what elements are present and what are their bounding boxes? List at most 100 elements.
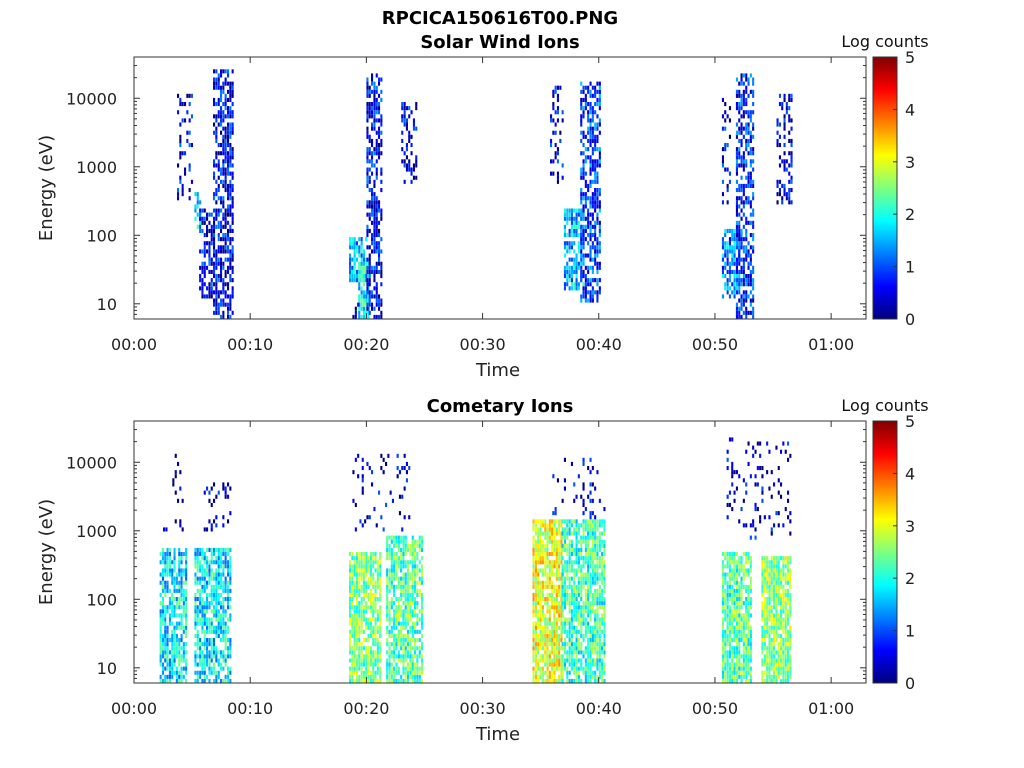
heatmap-cell: [229, 114, 232, 119]
heatmap-cell: [175, 638, 178, 643]
heatmap-cell: [421, 556, 424, 561]
heatmap-cell: [582, 564, 585, 569]
heatmap-cell: [378, 110, 381, 115]
heatmap-cell: [194, 650, 197, 655]
heatmap-cell: [410, 110, 413, 115]
heatmap-cell: [594, 597, 597, 602]
heatmap-cell: [541, 617, 544, 622]
heatmap-cell: [580, 592, 583, 597]
heatmap-cell: [726, 114, 729, 119]
heatmap-cell: [372, 580, 375, 585]
heatmap-cell: [378, 257, 381, 262]
heatmap-cell: [721, 605, 724, 610]
heatmap-cell: [386, 617, 389, 622]
heatmap-cell: [742, 278, 745, 283]
colorbar-tick-label: 4: [905, 100, 915, 119]
heatmap-cell: [726, 629, 729, 634]
heatmap-cell: [378, 253, 381, 258]
heatmap-cell: [231, 102, 234, 107]
heatmap-cell: [575, 228, 578, 233]
heatmap-cell: [747, 282, 750, 287]
heatmap-cell: [414, 552, 417, 557]
heatmap-cell: [222, 580, 225, 585]
heatmap-cell: [740, 73, 743, 78]
heatmap-cell: [220, 89, 223, 94]
heatmap-cell: [541, 666, 544, 671]
heatmap-cell: [229, 192, 232, 197]
heatmap-cell: [594, 625, 597, 630]
heatmap-cell: [559, 130, 562, 135]
heatmap-cell: [352, 470, 355, 475]
heatmap-cell: [532, 592, 535, 597]
heatmap-cell: [584, 650, 587, 655]
heatmap-cell: [580, 175, 583, 180]
heatmap-cell: [220, 220, 223, 225]
heatmap-cell: [568, 552, 571, 557]
heatmap-cell: [598, 159, 601, 164]
x-tick-label: 00:10: [227, 335, 273, 354]
heatmap-cell: [591, 601, 594, 606]
heatmap-cell: [402, 560, 405, 565]
heatmap-cell: [589, 220, 592, 225]
heatmap-cell: [349, 241, 352, 246]
heatmap-cell: [566, 233, 569, 238]
heatmap-cell: [584, 93, 587, 98]
heatmap-cell: [570, 662, 573, 667]
heatmap-cell: [231, 188, 234, 193]
heatmap-cell: [208, 621, 211, 626]
heatmap-cell: [566, 547, 569, 552]
heatmap-cell: [733, 617, 736, 622]
heatmap-cell: [217, 183, 220, 188]
heatmap-cell: [404, 572, 407, 577]
heatmap-cell: [733, 654, 736, 659]
heatmap-cell: [208, 592, 211, 597]
heatmap-cell: [570, 584, 573, 589]
heatmap-cell: [563, 531, 566, 536]
heatmap-cell: [594, 519, 597, 524]
heatmap-cell: [584, 106, 587, 111]
heatmap-cell: [731, 253, 734, 258]
heatmap-cell: [409, 646, 412, 651]
heatmap-cell: [378, 77, 381, 82]
heatmap-cell: [580, 584, 583, 589]
heatmap-cell: [733, 605, 736, 610]
heatmap-cell: [728, 592, 731, 597]
heatmap-cell: [367, 654, 370, 659]
heatmap-cell: [199, 642, 202, 647]
heatmap-cell: [582, 89, 585, 94]
heatmap-cell: [598, 122, 601, 127]
heatmap-cell: [375, 233, 378, 238]
heatmap-cell: [534, 658, 537, 663]
heatmap-cell: [735, 171, 738, 176]
heatmap-cell: [227, 257, 230, 262]
heatmap-cell: [587, 654, 590, 659]
heatmap-cell: [168, 617, 171, 622]
heatmap-cell: [601, 539, 604, 544]
heatmap-cell: [421, 617, 424, 622]
heatmap-cell: [731, 269, 734, 274]
heatmap-cell: [551, 666, 554, 671]
heatmap-cell: [724, 666, 727, 671]
heatmap-cell: [229, 638, 232, 643]
heatmap-cell: [532, 621, 535, 626]
heatmap-cell: [541, 638, 544, 643]
heatmap-cell: [558, 625, 561, 630]
heatmap-cell: [411, 613, 414, 618]
heatmap-cell: [224, 560, 227, 565]
heatmap-cell: [563, 576, 566, 581]
heatmap-cell: [591, 126, 594, 131]
heatmap-cell: [563, 621, 566, 626]
heatmap-cell: [366, 159, 369, 164]
heatmap-cell: [213, 249, 216, 254]
heatmap-cell: [587, 523, 590, 528]
heatmap-cell: [735, 560, 738, 565]
heatmap-cell: [177, 188, 180, 193]
heatmap-cell: [539, 658, 542, 663]
heatmap-cell: [380, 302, 383, 307]
heatmap-cell: [375, 118, 378, 123]
heatmap-cell: [409, 662, 412, 667]
heatmap-cell: [397, 556, 400, 561]
heatmap-cell: [175, 613, 178, 618]
heatmap-cell: [229, 241, 232, 246]
heatmap-cell: [358, 302, 361, 307]
